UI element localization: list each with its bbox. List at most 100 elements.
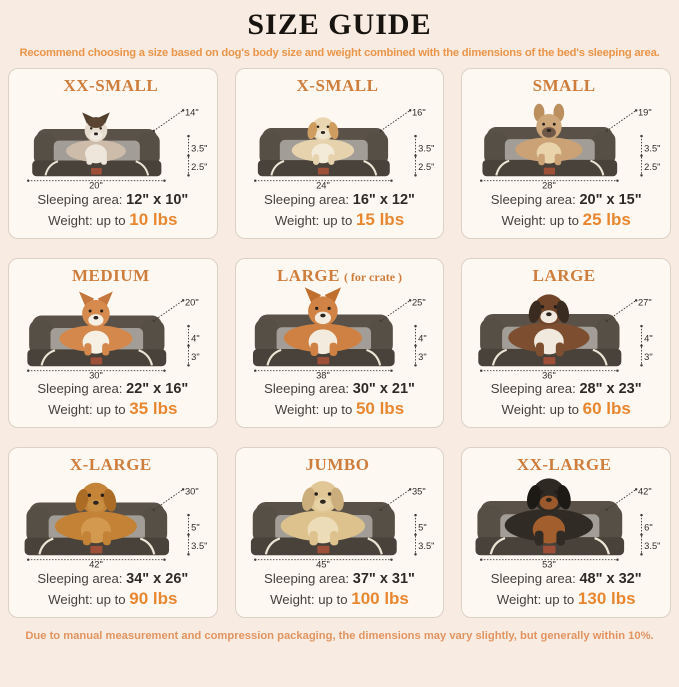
weight-value: 60 lbs [582, 399, 631, 419]
dimension-labels: 14" 3.5" 2.5" 20" [89, 108, 207, 190]
dimension-lines [27, 299, 189, 371]
width-dimension-label: 42" [89, 560, 103, 569]
bolster-height-label: 5" [418, 522, 427, 532]
weight-label: Weight: up to [501, 402, 579, 418]
weight-line: Weight: up to 90 lbs [14, 589, 212, 609]
shiba-inu-graphic [283, 286, 362, 356]
sleeping-area-label: Sleeping area: [37, 381, 123, 397]
dimension-labels: 16" 3.5" 2.5" 24" [316, 108, 434, 190]
size-card: JUMBO 35" 5" 3.5" 45" Sleeping area: 37" x … [234, 447, 445, 618]
weight-line: Weight: up to 60 lbs [467, 399, 665, 419]
size-name: JUMBO [305, 455, 370, 475]
sleeping-area-value: 48" x 32" [579, 570, 642, 587]
sofa-bed-graphic [27, 291, 167, 366]
weight-label: Weight: up to [48, 591, 126, 607]
dimension-labels: 42" 6" 3.5" 53" [542, 487, 660, 569]
sofa-bed-graphic [475, 478, 625, 556]
dimension-labels: 20" 4" 3" 30" [89, 297, 200, 379]
depth-dimension-label: 42" [638, 487, 652, 497]
sleeping-area-line: Sleeping area: 37" x 31" [241, 571, 439, 587]
size-card: MEDIUM 20" 4" 3" 30" Sleeping area: 22" x 1… [8, 257, 218, 429]
dimension-line-ends [27, 298, 190, 372]
bed-and-french-bulldog-graphic: 19" 3.5" 2.5" 28" [480, 103, 661, 190]
brand-tag [543, 545, 556, 554]
weight-line: Weight: up to 130 lbs [467, 589, 665, 609]
weight-label: Weight: up to [48, 402, 126, 418]
bed-illustration: 16" 3.5" 2.5" 24" [241, 97, 439, 190]
sleeping-area-label: Sleeping area: [37, 570, 123, 586]
bolster-height-label: 3.5" [418, 143, 434, 153]
weight-value: 100 lbs [351, 588, 409, 608]
base-height-label: 2.5" [418, 162, 434, 172]
sleeping-area-value: 30" x 21" [352, 381, 415, 398]
labrador-graphic [280, 481, 365, 546]
size-card-title: XX-LARGE [467, 455, 665, 475]
size-grid: XX-SMALL 14" 3.5" 2.5" 20" Sleeping area: 1… [0, 66, 679, 618]
dimension-labels: 25" 4" 3" 38" [316, 297, 427, 379]
sofa-bed-graphic [257, 117, 390, 177]
golden-retriever-graphic [54, 482, 137, 546]
dimension-line-ends [480, 488, 644, 562]
sleeping-area-label: Sleeping area: [490, 381, 576, 397]
page-title: SIZE GUIDE [247, 8, 432, 41]
base-height-label: 2.5" [191, 162, 207, 172]
bed-illustration: 42" 6" 3.5" 53" [467, 476, 665, 569]
dimension-lines [481, 489, 643, 561]
base-height-label: 3.5" [418, 541, 434, 551]
size-card: XX-SMALL 14" 3.5" 2.5" 20" Sleeping area: 1… [8, 68, 218, 239]
depth-dimension-label: 16" [412, 108, 426, 118]
bolster-height-label: 3.5" [645, 143, 661, 153]
depth-dimension-label: 30" [185, 487, 199, 497]
weight-label: Weight: up to [270, 591, 348, 607]
base-height-label: 2.5" [645, 162, 661, 172]
weight-value: 35 lbs [129, 399, 178, 419]
sleeping-area-label: Sleeping area: [264, 570, 350, 586]
size-card: X-SMALL 16" 3.5" 2.5" 24" Sleeping area: 16… [234, 68, 445, 239]
base-height-label: 3" [191, 352, 200, 362]
dimension-labels: 30" 5" 3.5" 42" [89, 487, 207, 569]
size-name: SMALL [532, 76, 596, 95]
brand-tag [317, 167, 329, 175]
size-name: LARGE [276, 265, 340, 285]
sofa-bed-graphic [482, 103, 618, 177]
dimension-lines [254, 109, 416, 182]
bolster-height-label: 3.5" [191, 143, 207, 153]
weight-label: Weight: up to [496, 591, 575, 607]
sleeping-area-value: 37" x 31" [352, 570, 415, 587]
dimension-line-ends [253, 298, 417, 372]
ragdoll-cat-graphic [66, 112, 126, 165]
size-card-title: XX-SMALL [14, 76, 212, 96]
sleeping-area-label: Sleeping area: [264, 191, 350, 207]
size-card: LARGE( for crate ) 25" 4" 3" 38" Sleeping a… [234, 257, 445, 429]
dimension-line-ends [253, 488, 417, 562]
depth-dimension-label: 14" [185, 108, 199, 118]
bed-and-shiba-inu-graphic: 25" 4" 3" 38" [252, 286, 427, 379]
bed-illustration: 19" 3.5" 2.5" 28" [467, 97, 665, 190]
bed-and-australian-shepherd-graphic: 27" 4" 3" 36" [478, 294, 654, 379]
base-height-label: 3.5" [645, 541, 661, 551]
sofa-bed-graphic [32, 112, 162, 177]
weight-label: Weight: up to [274, 212, 353, 228]
depth-dimension-label: 27" [638, 297, 652, 307]
bolster-height-label: 4" [645, 333, 654, 343]
bed-illustration: 30" 5" 3.5" 42" [14, 476, 212, 569]
weight-label: Weight: up to [48, 212, 126, 228]
depth-dimension-label: 35" [412, 487, 426, 497]
size-name: XX-SMALL [63, 76, 159, 95]
bed-and-ragdoll-cat-graphic: 14" 3.5" 2.5" 20" [27, 108, 207, 190]
weight-line: Weight: up to 35 lbs [14, 399, 212, 419]
sleeping-area-label: Sleeping area: [37, 191, 123, 207]
brand-tag [544, 167, 556, 175]
dimension-lines [27, 109, 189, 182]
bed-illustration: 20" 4" 3" 30" [14, 287, 212, 379]
bed-illustration: 35" 5" 3.5" 45" [241, 476, 439, 569]
size-card-title: SMALL [467, 76, 665, 96]
depth-dimension-label: 20" [185, 297, 199, 307]
bolster-height-label: 4" [418, 333, 427, 343]
french-bulldog-graphic [515, 103, 583, 166]
size-name: MEDIUM [72, 265, 150, 285]
sleeping-area-value: 28" x 23" [579, 381, 642, 398]
size-card: LARGE 27" 4" 3" 36" Sleeping area: 28" x 23… [461, 257, 671, 429]
dimension-line-ends [27, 109, 190, 182]
depth-dimension-label: 19" [638, 108, 652, 118]
